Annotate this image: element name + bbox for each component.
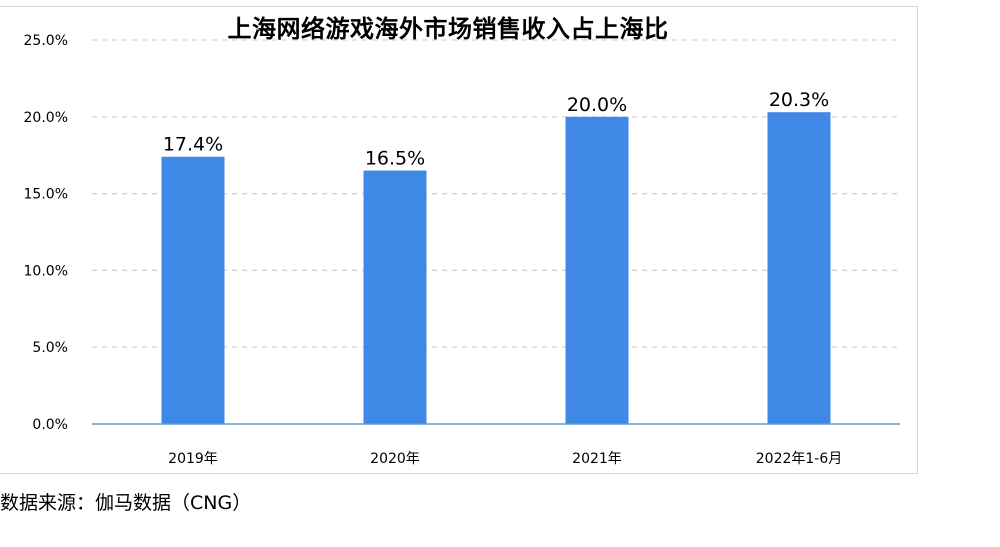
- y-tick-label: 0.0%: [32, 417, 68, 433]
- x-axis-tick-labels: 2019年 2020年 2021年 2022年1-6月: [168, 451, 842, 467]
- y-tick-label: 15.0%: [24, 187, 68, 203]
- data-label: 20.3%: [769, 89, 829, 111]
- data-label: 17.4%: [163, 134, 223, 156]
- bar: [565, 116, 629, 425]
- x-tick-label: 2021年: [572, 451, 622, 467]
- x-tick-label: 2020年: [370, 451, 420, 467]
- y-tick-label: 20.0%: [24, 110, 68, 126]
- chart-frame: 上海网络游戏海外市场销售收入占上海比: [0, 6, 918, 474]
- bar: [363, 170, 427, 424]
- data-label: 16.5%: [365, 148, 425, 170]
- data-labels: 17.4% 16.5% 20.0% 20.3%: [163, 89, 829, 169]
- source-note: 数据来源：伽马数据（CNG）: [0, 492, 252, 514]
- chart-title: 上海网络游戏海外市场销售收入占上海比: [227, 15, 669, 43]
- bar: [767, 112, 831, 424]
- y-tick-label: 25.0%: [24, 33, 68, 49]
- bar: [161, 156, 225, 424]
- y-axis-tick-labels: 0.0% 5.0% 10.0% 15.0% 20.0% 25.0%: [24, 33, 68, 433]
- x-tick-label: 2019年: [168, 451, 218, 467]
- data-label: 20.0%: [567, 94, 627, 116]
- grid-lines: [92, 39, 900, 348]
- bars: [161, 112, 831, 425]
- y-tick-label: 10.0%: [24, 263, 68, 279]
- x-tick-label: 2022年1-6月: [756, 451, 843, 467]
- y-tick-label: 5.0%: [32, 340, 68, 356]
